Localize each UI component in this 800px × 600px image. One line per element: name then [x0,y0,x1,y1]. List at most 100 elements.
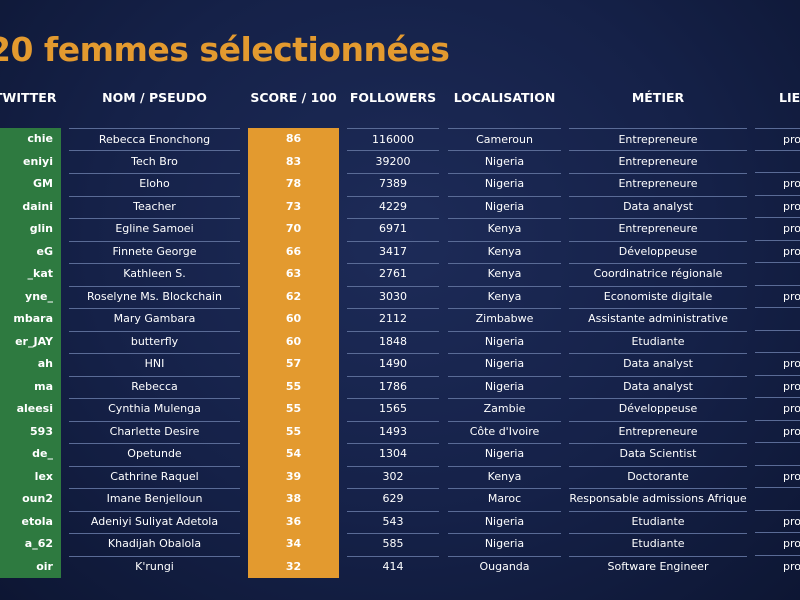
twitter-handle-text[interactable]: daini [22,199,53,213]
twitter-handle-text[interactable]: ah [37,357,53,370]
link-cell[interactable] [755,331,800,353]
score-cell: 60 [248,330,339,353]
twitter-handle-text[interactable]: 593 [30,424,53,438]
twitter-handle-text[interactable]: er_JAY [15,334,53,348]
link-cell[interactable]: pro [755,128,800,151]
table-row: oir K'rungi 32 414 Ouganda Software Engineer p… [0,555,800,578]
table-row: eG Finnete George 66 3417 Kenya Développeuse p… [0,240,800,264]
twitter-handle[interactable]: mbara [0,308,61,331]
twitter-handle[interactable]: GM [0,173,61,196]
link-cell[interactable]: pro [755,421,800,443]
followers-cell: 1786 [347,376,439,399]
twitter-handle-text[interactable]: oir [36,559,53,573]
followers-cell: 39200 [347,151,439,174]
job-cell: Etudiante [569,533,747,557]
link-cell[interactable]: pro [755,353,800,376]
twitter-handle[interactable]: a_62 [0,533,61,556]
followers-cell: 3030 [347,286,439,309]
twitter-handle[interactable]: ma [0,375,61,398]
job-cell: Data analyst [569,376,747,399]
twitter-handle[interactable]: 593 [0,420,61,443]
twitter-handle[interactable]: oir [0,555,61,578]
twitter-handle[interactable]: er_JAY [0,330,61,353]
job-cell: Etudiante [569,331,747,354]
twitter-handle[interactable]: aleesi [0,398,61,421]
twitter-handle-text[interactable]: etola [21,514,53,528]
link-cell[interactable]: pro [755,376,800,398]
twitter-handle[interactable]: _kat [0,263,61,286]
location-cell: Nigeria [448,533,561,557]
twitter-handle[interactable]: etola [0,510,61,533]
link-cell[interactable]: pro [755,241,800,263]
job-cell: Data analyst [569,196,747,219]
twitter-handle-text[interactable]: glin [29,222,53,235]
location-cell: Ouganda [479,559,530,573]
twitter-handle[interactable]: ah [0,353,61,376]
twitter-handle-text[interactable]: yne_ [25,289,53,303]
score-cell: 60 [248,308,339,331]
twitter-handle-text[interactable]: a_62 [24,537,53,550]
twitter-handle[interactable]: de_ [0,443,61,466]
twitter-handle-text[interactable]: ma [34,379,53,393]
name-cell: Khadijah Obalola [69,533,240,557]
link-cell[interactable] [755,151,800,173]
twitter-handle-text[interactable]: de_ [32,447,53,460]
twitter-handle-text[interactable]: mbara [13,312,53,325]
location-cell: Kenya [448,218,561,242]
twitter-handle[interactable]: eG [0,240,61,263]
twitter-handle[interactable]: daini [0,195,61,218]
name-cell: HNI [69,353,240,377]
link-cell[interactable]: pro [783,559,800,573]
twitter-handle[interactable]: yne_ [0,285,61,308]
link-cell[interactable]: pro [755,173,800,196]
followers-cell: 585 [347,533,439,557]
twitter-handle-text[interactable]: eG [36,244,54,258]
location-cell: Maroc [448,488,561,512]
location-cell: Nigeria [448,151,561,174]
twitter-handle-text[interactable]: GM [33,177,53,190]
link-cell[interactable]: pro [755,466,800,488]
link-cell[interactable] [755,308,800,331]
twitter-handle[interactable]: glin [0,218,61,241]
job-cell: Data Scientist [569,443,747,467]
link-cell[interactable]: pro [755,398,800,421]
link-cell[interactable]: pro [755,533,800,556]
link-cell[interactable]: pro [755,511,800,533]
link-cell[interactable]: pro [755,218,800,241]
name-cell: Opetunde [69,443,240,467]
twitter-handle-text[interactable]: eniyi [22,154,53,168]
page-title: 20 femmes sélectionnées [0,30,450,69]
twitter-handle[interactable]: oun2 [0,488,61,511]
link-cell[interactable]: pro [755,286,800,308]
twitter-handle[interactable]: chie [0,128,61,151]
name-cell: Adeniyi Suliyat Adetola [69,511,240,534]
link-cell[interactable] [755,488,800,511]
twitter-handle[interactable]: lex [0,465,61,488]
score-cell: 70 [248,218,339,241]
score-cell: 34 [248,533,339,556]
score-cell: 83 [248,150,339,173]
location-cell: Nigeria [448,376,561,399]
link-cell[interactable]: pro [755,196,800,218]
job-cell: Développeuse [569,398,747,422]
table-row: etola Adeniyi Suliyat Adetola 36 543 Nigeria… [0,510,800,534]
link-cell[interactable] [755,443,800,466]
score-cell: 55 [248,375,339,398]
name-cell: Cathrine Raquel [69,466,240,489]
link-cell[interactable] [755,263,800,286]
twitter-handle-text[interactable]: lex [34,469,53,483]
followers-cell: 414 [382,559,404,573]
table-row: lex Cathrine Raquel 39 302 Kenya Doctorante pr… [0,465,800,489]
name-cell: Finnete George [69,241,240,264]
score-cell: 55 [248,420,339,443]
score-cell: 39 [248,465,339,488]
twitter-handle-text[interactable]: _kat [27,267,54,280]
score-cell: 62 [248,285,339,308]
location-cell: Kenya [448,263,561,287]
twitter-handle-text[interactable]: oun2 [22,492,53,505]
twitter-handle-text[interactable]: chie [27,132,53,145]
followers-cell: 4229 [347,196,439,219]
location-cell: Zambie [448,398,561,422]
twitter-handle-text[interactable]: aleesi [16,402,53,415]
twitter-handle[interactable]: eniyi [0,150,61,173]
